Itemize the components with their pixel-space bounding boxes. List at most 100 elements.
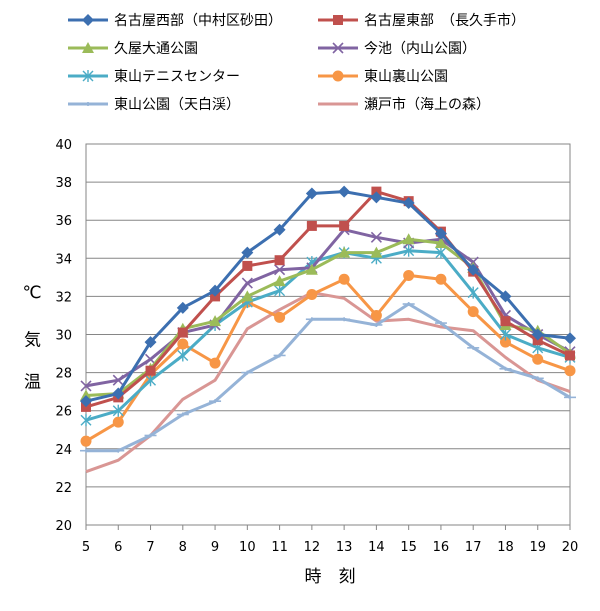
legend-swatch-marker: [332, 70, 344, 82]
data-point: [564, 395, 576, 400]
series-line: [85, 190, 571, 409]
data-point: [370, 191, 383, 204]
data-point: [112, 387, 125, 400]
x-tick-label: 5: [82, 540, 90, 555]
y-tick-label: 20: [55, 519, 72, 534]
data-point: [176, 301, 189, 314]
data-point: [273, 353, 286, 358]
x-tick-label: 16: [433, 540, 450, 555]
legend-label: 名古屋西部（中村区砂田）: [114, 13, 282, 29]
legend-swatch-marker: [82, 42, 94, 53]
data-point: [565, 350, 575, 361]
data-point: [209, 357, 221, 369]
data-point: [531, 376, 544, 381]
data-point: [274, 284, 286, 297]
y-tick-label: 36: [55, 214, 72, 229]
x-tick-label: 9: [211, 540, 219, 555]
legend-swatch-marker: [82, 70, 94, 82]
legend-item-6: 東山裏山公園: [318, 68, 448, 85]
x-tick-label: 20: [562, 540, 579, 555]
data-point: [306, 220, 317, 231]
legend-item-3: 久屋大通公園: [68, 41, 198, 57]
x-axis-title: 時 刻: [305, 567, 356, 587]
legend-label: 久屋大通公園: [114, 41, 198, 57]
series-line: [85, 228, 571, 388]
x-tick-label: 8: [179, 540, 187, 555]
data-point: [144, 433, 157, 438]
data-point: [338, 246, 351, 258]
y-tick-label: 38: [55, 176, 72, 191]
legend-label: 東山テニスセンター: [114, 69, 240, 85]
legend-swatch-marker: [333, 15, 343, 25]
y-tick-label: 22: [55, 481, 72, 496]
data-point: [434, 321, 447, 326]
data-point: [370, 322, 383, 327]
data-point: [112, 448, 125, 453]
series: [80, 185, 576, 474]
data-point: [177, 349, 189, 362]
x-tick-label: 17: [465, 540, 482, 555]
data-point: [564, 332, 576, 345]
data-point: [467, 345, 480, 350]
data-point: [467, 263, 480, 276]
data-point: [499, 328, 511, 341]
y-tick-label: 40: [55, 138, 72, 153]
y-tick-label: 34: [55, 252, 72, 267]
data-point: [112, 374, 124, 386]
x-tick-label: 10: [239, 540, 256, 555]
data-point: [338, 273, 350, 285]
data-point: [370, 309, 382, 321]
y-axis-title: 気 温: [20, 330, 41, 393]
data-point: [209, 399, 222, 404]
data-point: [177, 327, 188, 338]
data-point: [241, 290, 254, 302]
data-point: [499, 336, 511, 348]
data-point: [274, 311, 286, 323]
data-point: [434, 227, 447, 240]
series-1: [80, 185, 576, 408]
data-point: [273, 275, 286, 287]
data-point: [305, 263, 318, 275]
data-point: [305, 317, 318, 322]
data-point: [80, 395, 92, 408]
data-point: [435, 246, 447, 259]
data-point: [80, 414, 92, 427]
data-point: [209, 284, 222, 297]
x-tick-label: 14: [368, 540, 385, 555]
legend-label: 今池（内山公園）: [364, 41, 476, 57]
data-point: [403, 269, 415, 281]
data-point: [145, 365, 156, 376]
y-tick-label: 26: [55, 405, 72, 420]
data-point: [305, 187, 318, 200]
series-8: [85, 291, 571, 474]
legend-swatch-marker: [82, 14, 94, 26]
data-point: [532, 353, 544, 365]
data-point: [80, 448, 92, 453]
data-point: [499, 366, 512, 371]
data-point: [242, 260, 253, 271]
data-point: [209, 315, 222, 327]
legend-item-4: 今池（内山公園）: [318, 41, 476, 57]
data-point: [273, 223, 286, 236]
series-line: [86, 302, 571, 453]
data-point: [274, 264, 286, 276]
legend-label: 名古屋東部 （長久手市）: [364, 12, 525, 29]
x-tick-label: 13: [336, 540, 353, 555]
y-tick-label: 32: [55, 290, 72, 305]
axes: 20 22 24 26 28 30 32 34 36 38 40 5 6 7 8 9 10 11 12 13 14 15 1…: [55, 138, 578, 555]
legend-item-7: 東山公園（天白渓）: [68, 97, 240, 113]
data-point: [112, 404, 124, 417]
data-point: [339, 220, 350, 231]
legend-item-8: 瀬戸市（海上の森）: [318, 96, 490, 113]
data-point: [338, 185, 351, 198]
legend-swatch-marker: [332, 42, 344, 54]
data-point: [402, 233, 415, 245]
legend: 名古屋西部（中村区砂田） 名古屋東部 （長久手市） 久屋大通公園 今池（内山公園） 東山…: [68, 12, 525, 113]
data-point: [112, 416, 124, 428]
x-tick-label: 11: [271, 540, 288, 555]
data-point: [80, 435, 92, 447]
x-tick-label: 6: [114, 540, 122, 555]
legend-label: 東山公園（天白渓）: [114, 97, 240, 113]
